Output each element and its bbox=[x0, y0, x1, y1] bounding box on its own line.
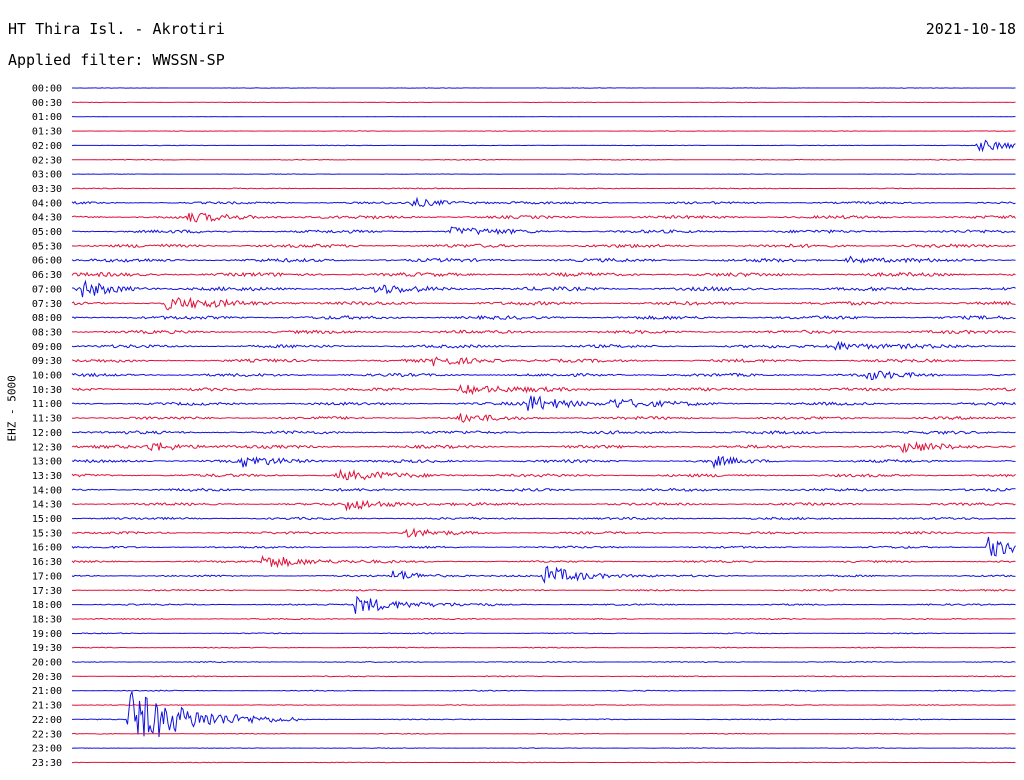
trace-line bbox=[71, 588, 1016, 592]
time-label: 08:30 bbox=[32, 327, 62, 338]
trace-line bbox=[71, 243, 1016, 249]
trace-line bbox=[71, 255, 1016, 264]
time-label: 19:30 bbox=[32, 643, 62, 654]
time-label: 17:00 bbox=[32, 571, 62, 582]
trace-line bbox=[71, 384, 1016, 396]
trace-line bbox=[71, 370, 1016, 381]
time-label: 18:30 bbox=[32, 614, 62, 625]
trace-line bbox=[71, 226, 1016, 236]
time-label: 16:30 bbox=[32, 557, 62, 568]
trace-line bbox=[71, 340, 1016, 351]
time-label: 02:00 bbox=[32, 141, 62, 152]
time-label: 07:30 bbox=[32, 299, 62, 310]
time-label: 23:30 bbox=[32, 758, 62, 769]
trace-line bbox=[71, 554, 1016, 569]
trace-line bbox=[71, 565, 1016, 584]
time-label: 22:30 bbox=[32, 729, 62, 740]
trace-line bbox=[72, 761, 1016, 764]
trace-line bbox=[71, 430, 1016, 435]
time-label: 09:00 bbox=[32, 342, 62, 353]
time-label: 13:00 bbox=[32, 457, 62, 468]
time-label: 11:00 bbox=[32, 399, 62, 410]
time-label: 14:30 bbox=[32, 500, 62, 511]
time-label: 20:00 bbox=[32, 658, 62, 669]
time-label: 05:30 bbox=[32, 241, 62, 252]
time-label: 07:00 bbox=[32, 284, 62, 295]
trace-line bbox=[72, 690, 1016, 738]
trace-line bbox=[71, 468, 1016, 481]
trace-line bbox=[71, 101, 1016, 104]
trace-line bbox=[71, 212, 1016, 223]
trace-line bbox=[71, 732, 1016, 735]
trace-line bbox=[71, 130, 1016, 132]
trace-line bbox=[72, 595, 1016, 614]
time-label: 04:30 bbox=[32, 213, 62, 224]
time-label: 06:00 bbox=[32, 256, 62, 267]
trace-line bbox=[71, 395, 1016, 411]
time-label: 01:00 bbox=[32, 112, 62, 123]
time-label: 15:30 bbox=[32, 528, 62, 539]
trace-line bbox=[71, 455, 1016, 470]
time-label: 00:00 bbox=[32, 84, 62, 95]
trace-line bbox=[71, 196, 1016, 208]
record-date: 2021-10-18 bbox=[925, 20, 1016, 38]
time-label: 15:00 bbox=[32, 514, 62, 525]
time-label: 08:00 bbox=[32, 313, 62, 324]
time-label: 03:30 bbox=[32, 184, 62, 195]
trace-line bbox=[72, 527, 1016, 538]
time-label: 02:30 bbox=[32, 155, 62, 166]
time-label: 09:30 bbox=[32, 356, 62, 367]
trace-line bbox=[71, 139, 1016, 153]
trace-line bbox=[71, 187, 1016, 190]
trace-line bbox=[71, 356, 1016, 367]
time-label: 03:00 bbox=[32, 170, 62, 181]
time-label: 21:30 bbox=[32, 701, 62, 712]
time-label: 20:30 bbox=[32, 672, 62, 683]
trace-line bbox=[71, 487, 1016, 492]
time-label: 06:30 bbox=[32, 270, 62, 281]
time-label: 17:30 bbox=[32, 586, 62, 597]
time-label: 21:00 bbox=[32, 686, 62, 697]
trace-line bbox=[71, 499, 1016, 512]
trace-line bbox=[71, 329, 1016, 335]
time-label: 10:30 bbox=[32, 385, 62, 396]
trace-line bbox=[72, 704, 1016, 706]
time-label: 10:00 bbox=[32, 371, 62, 382]
time-label: 12:30 bbox=[32, 442, 62, 453]
trace-line bbox=[71, 158, 1016, 161]
trace-line bbox=[71, 440, 1016, 454]
time-label: 18:00 bbox=[32, 600, 62, 611]
trace-line bbox=[71, 660, 1016, 664]
time-label: 19:00 bbox=[32, 629, 62, 640]
time-label: 16:00 bbox=[32, 543, 62, 554]
time-label: 11:30 bbox=[32, 414, 62, 425]
trace-line bbox=[71, 516, 1016, 521]
time-label: 13:30 bbox=[32, 471, 62, 482]
station-title: HT Thira Isl. - Akrotiri bbox=[8, 20, 225, 38]
trace-line bbox=[72, 279, 1016, 298]
time-label: 12:00 bbox=[32, 428, 62, 439]
filter-label: Applied filter: WWSSN-SP bbox=[8, 51, 225, 69]
trace-line bbox=[71, 689, 1016, 692]
trace-line bbox=[72, 675, 1016, 678]
time-label: 05:00 bbox=[32, 227, 62, 238]
trace-line bbox=[72, 617, 1016, 621]
trace-line bbox=[71, 632, 1016, 635]
time-label: 04:00 bbox=[32, 198, 62, 209]
trace-line bbox=[71, 747, 1016, 749]
time-label: 01:30 bbox=[32, 127, 62, 138]
trace-line bbox=[71, 296, 1016, 311]
trace-line bbox=[71, 413, 1016, 423]
time-label: 23:00 bbox=[32, 744, 62, 755]
time-label: 22:00 bbox=[32, 715, 62, 726]
trace-line bbox=[71, 536, 1016, 557]
trace-line bbox=[71, 271, 1016, 278]
time-label: 14:00 bbox=[32, 485, 62, 496]
trace-line bbox=[71, 314, 1016, 321]
trace-line bbox=[71, 646, 1016, 649]
time-label: 00:30 bbox=[32, 98, 62, 109]
